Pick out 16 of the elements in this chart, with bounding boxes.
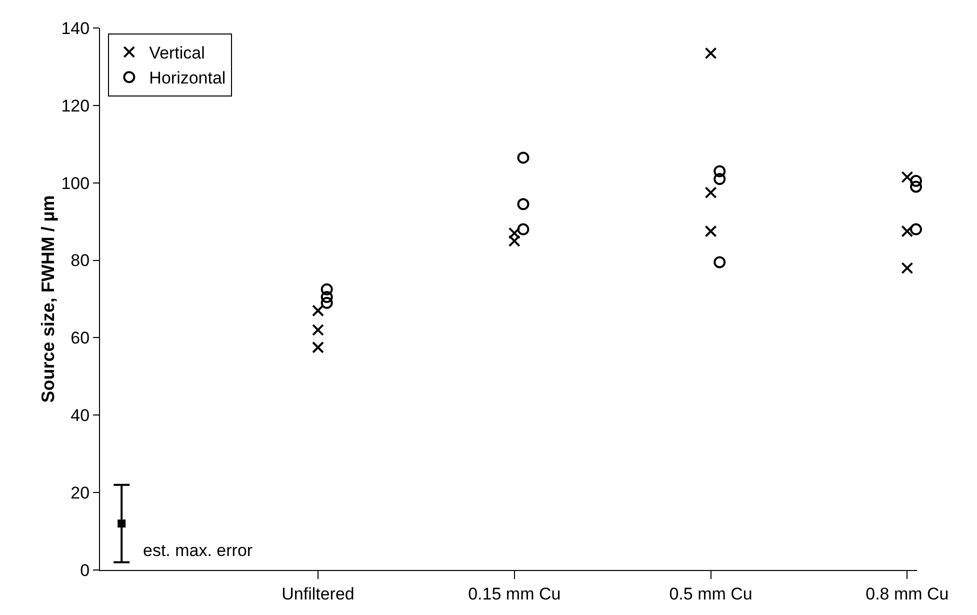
y-tick-label: 20: [70, 484, 90, 503]
y-tick-label: 100: [61, 174, 90, 193]
x-tick-label: 0.5 mm Cu: [669, 584, 752, 604]
x-tick-label: Unfiltered: [282, 584, 354, 604]
y-tick-label: 140: [61, 18, 90, 38]
y-tick-label: 0: [80, 560, 90, 580]
x-tick-label: 0.8 mm Cu: [866, 584, 949, 604]
y-tick-label: 80: [70, 251, 90, 270]
annotation: est. max. error: [143, 541, 253, 560]
y-tick-label: 60: [70, 328, 90, 348]
legend-label: Vertical: [149, 44, 205, 63]
y-tick-label: 40: [70, 406, 90, 426]
y-tick-label: 120: [61, 96, 90, 116]
x-tick-label: 0.15 mm Cu: [468, 584, 561, 604]
legend-label: Horizontal: [149, 68, 226, 88]
y-axis-title: Source size, FWHM / µm: [38, 195, 58, 403]
